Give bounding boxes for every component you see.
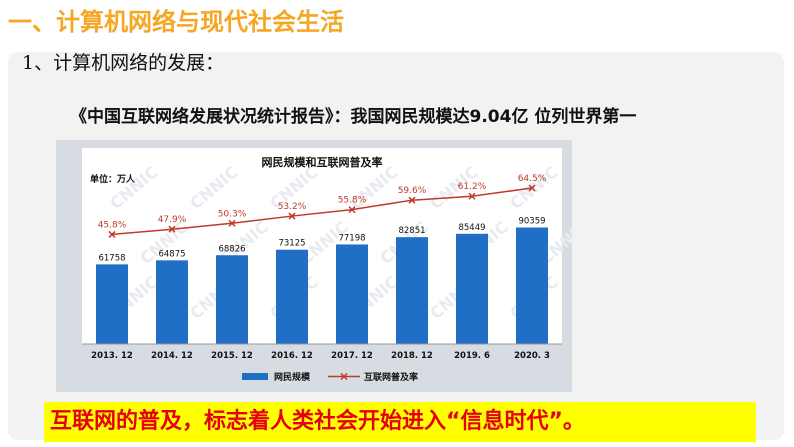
chart-legend: 网民规模 互联网普及率 <box>242 371 418 383</box>
x-tick-label: 2015. 12 <box>211 351 253 361</box>
bar-series <box>96 227 548 344</box>
legend-bar-label: 网民规模 <box>274 371 311 383</box>
bar <box>456 233 488 344</box>
x-tick-label: 2018. 12 <box>391 351 433 361</box>
rate-point-marker <box>528 184 536 192</box>
rate-value-label: 47.9% <box>158 215 187 225</box>
bar <box>396 237 428 344</box>
report-statement: 《中国互联网络发展状况统计报告》：我国网民规模达9.04亿 位列世界第一 <box>70 107 637 127</box>
legend-line-marker <box>340 372 348 381</box>
x-tick-label: 2016. 12 <box>271 351 313 361</box>
rate-value-label: 55.8% <box>338 196 367 206</box>
rate-point-marker <box>108 230 116 238</box>
bar <box>96 264 128 344</box>
rate-value-label: 61.2% <box>458 182 487 192</box>
conclusion-text: 互联网的普及，标志着人类社会开始进入“信息时代”。 <box>50 409 585 434</box>
chart-title: 网民规模和互联网普及率 <box>262 155 383 169</box>
rate-point-marker <box>468 192 476 200</box>
rate-point-marker <box>168 225 176 233</box>
bar <box>276 249 308 344</box>
bar-value-label: 77198 <box>338 233 365 243</box>
subheading: 1、计算机网络的发展： <box>22 52 225 74</box>
rate-value-label: 59.6% <box>398 186 427 196</box>
x-tick-label: 2017. 12 <box>331 351 373 361</box>
chart-image: CNNIC CNNIC CNNIC CNNIC CNNIC CNNIC CNNIC CNNIC… <box>56 140 572 392</box>
rate-value-label: 45.8% <box>98 220 127 230</box>
bar <box>336 244 368 344</box>
line-series <box>108 184 536 238</box>
bar <box>216 255 248 344</box>
bar <box>516 227 548 344</box>
bar-value-label: 68826 <box>218 244 245 254</box>
unit-label: 单位：万人 <box>90 173 136 185</box>
bar-value-label: 64875 <box>158 249 185 259</box>
bar-value-label: 82851 <box>398 226 425 236</box>
rate-value-label: 64.5% <box>518 174 547 184</box>
rate-point-marker <box>348 206 356 214</box>
rate-point-marker <box>288 212 296 220</box>
rate-value-label: 50.3% <box>218 209 247 219</box>
rate-point-marker <box>408 196 416 204</box>
section-heading: 一、计算机网络与现代社会生活 <box>8 8 344 36</box>
bar <box>156 260 188 344</box>
x-tick-label: 2019. 6 <box>454 351 490 361</box>
bar-value-label: 73125 <box>278 239 305 249</box>
x-tick-label: 2020. 3 <box>514 351 550 361</box>
x-tick-labels: 2013. 12 2014. 12 2015. 12 2016. 12 2017. 12… <box>91 351 550 361</box>
rate-value-label: 53.2% <box>278 202 307 212</box>
rate-line <box>111 187 533 236</box>
rate-point-marker <box>228 219 236 227</box>
bar-value-labels: 61758 64875 68826 73125 77198 82851 85449 90359 <box>98 216 545 263</box>
line-value-labels: 45.8% 47.9% 50.3% 53.2% 55.8% 59.6% 61.2% 64.5% <box>98 174 547 230</box>
x-tick-label: 2013. 12 <box>91 351 133 361</box>
legend-line-label: 互联网普及率 <box>364 371 418 383</box>
x-tick-label: 2014. 12 <box>151 351 193 361</box>
bar-value-label: 61758 <box>98 253 125 263</box>
bar-value-label: 85449 <box>458 223 485 233</box>
legend-bar-swatch <box>242 373 268 380</box>
conclusion-banner: 互联网的普及，标志着人类社会开始进入“信息时代”。 <box>44 402 756 442</box>
bar-value-label: 90359 <box>518 216 545 226</box>
